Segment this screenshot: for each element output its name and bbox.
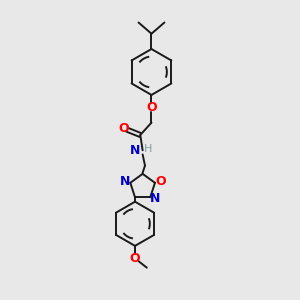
Text: O: O [130, 252, 140, 265]
Text: O: O [155, 175, 166, 188]
Text: H: H [144, 143, 153, 154]
Text: O: O [119, 122, 129, 135]
Text: O: O [146, 101, 157, 114]
Text: N: N [150, 192, 161, 205]
Text: N: N [120, 175, 130, 188]
Text: N: N [130, 144, 140, 157]
